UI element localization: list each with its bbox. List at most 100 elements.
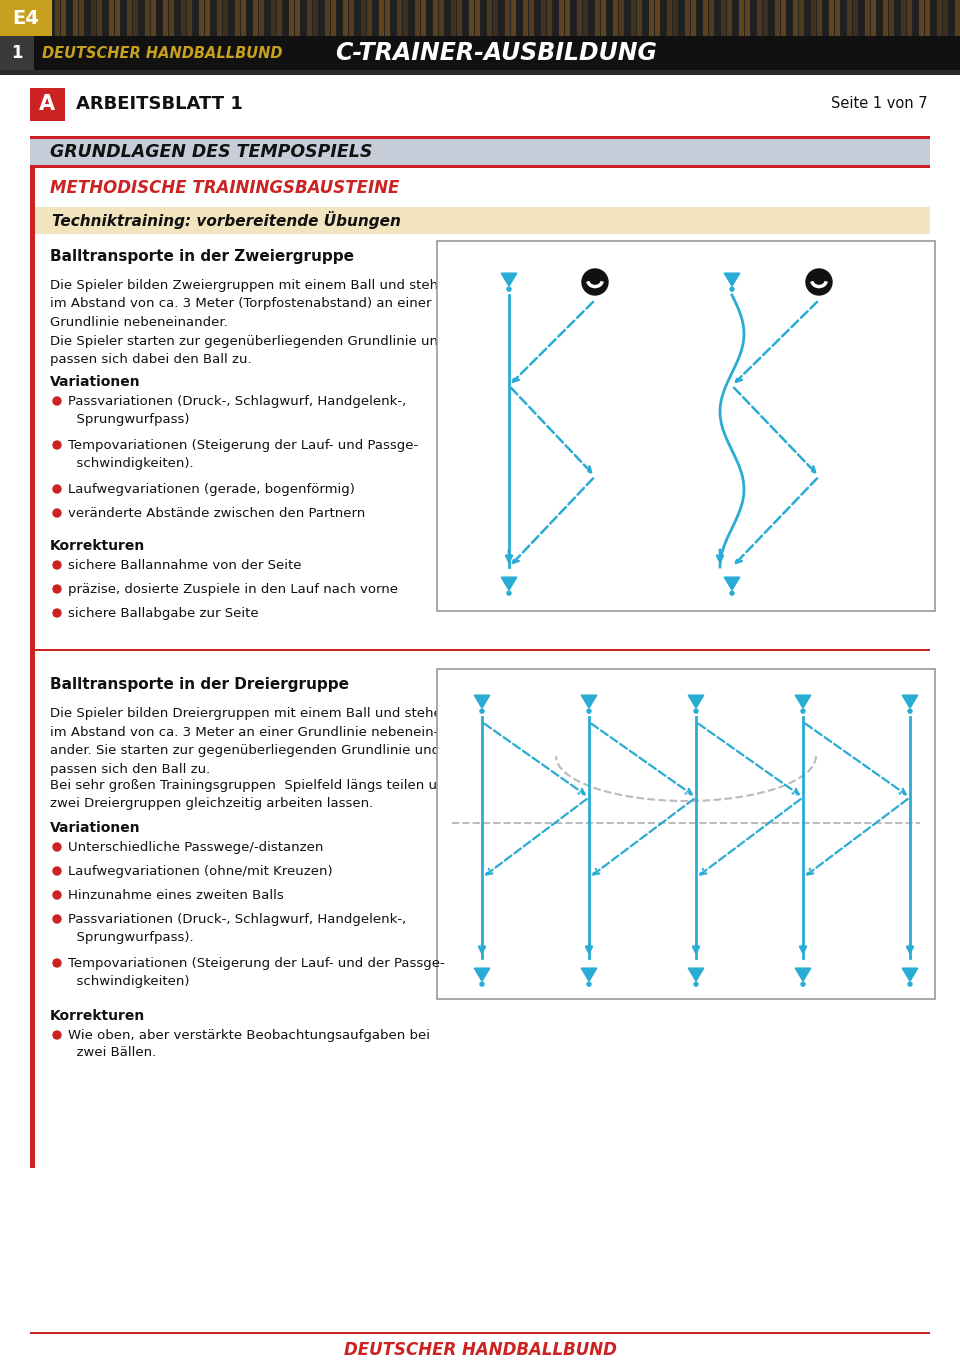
Bar [229, 0, 234, 36]
Bar [637, 0, 642, 36]
Bar [373, 0, 378, 36]
Text: ARBEITSBLATT 1: ARBEITSBLATT 1 [76, 94, 243, 114]
Bar [847, 0, 852, 36]
Text: METHODISCHE TRAININGSBAUSTEINE: METHODISCHE TRAININGSBAUSTEINE [50, 179, 399, 197]
Circle shape [507, 591, 511, 595]
Bar [691, 0, 696, 36]
Bar [91, 0, 96, 36]
Bar [697, 0, 702, 36]
Bar [121, 0, 126, 36]
Bar [35, 207, 930, 234]
Bar [223, 0, 228, 36]
Bar [853, 0, 858, 36]
Bar [30, 88, 65, 120]
Text: 1: 1 [12, 44, 23, 62]
Bar [823, 0, 828, 36]
Bar [307, 0, 312, 36]
Bar [835, 0, 840, 36]
Circle shape [53, 486, 61, 492]
Bar [751, 0, 756, 36]
Bar [103, 0, 108, 36]
Bar [757, 0, 762, 36]
Bar [865, 0, 870, 36]
Bar [739, 0, 744, 36]
Bar [331, 0, 336, 36]
Bar [30, 1332, 930, 1334]
Bar [907, 0, 912, 36]
Bar [379, 0, 384, 36]
Text: Laufwegvariationen (gerade, bogenförmig): Laufwegvariationen (gerade, bogenförmig) [68, 483, 355, 497]
Bar [85, 0, 90, 36]
Polygon shape [501, 274, 516, 286]
Text: Balltransporte in der Zweiergruppe: Balltransporte in der Zweiergruppe [50, 249, 354, 264]
Circle shape [53, 867, 61, 876]
Polygon shape [724, 577, 740, 590]
Polygon shape [501, 577, 516, 590]
Bar [415, 0, 420, 36]
Bar [437, 241, 935, 611]
Bar [709, 0, 714, 36]
Polygon shape [474, 969, 490, 981]
Bar [271, 0, 276, 36]
Bar [685, 0, 690, 36]
Bar [205, 0, 210, 36]
Bar [193, 0, 198, 36]
Bar [949, 0, 954, 36]
Text: Techniktraining: vorbereitende Übungen: Techniktraining: vorbereitende Übungen [52, 211, 401, 228]
Text: Passvariationen (Druck-, Schlagwurf, Handgelenk-,
  Sprungwurfpass).: Passvariationen (Druck-, Schlagwurf, Han… [68, 912, 406, 944]
Bar [30, 135, 930, 168]
Bar [661, 0, 666, 36]
Bar [145, 0, 150, 36]
Bar [55, 0, 60, 36]
Bar [805, 0, 810, 36]
Bar [30, 166, 930, 168]
Bar [469, 0, 474, 36]
Text: GRUNDLAGEN DES TEMPOSPIELS: GRUNDLAGEN DES TEMPOSPIELS [50, 144, 372, 161]
Circle shape [53, 1031, 61, 1040]
Bar [253, 0, 258, 36]
Bar [259, 0, 264, 36]
Bar [607, 0, 612, 36]
Bar [343, 0, 348, 36]
Bar [445, 0, 450, 36]
Bar [613, 0, 618, 36]
Bar [511, 0, 516, 36]
Bar [265, 0, 270, 36]
Bar [877, 0, 882, 36]
Bar [793, 0, 798, 36]
Bar [169, 0, 174, 36]
Circle shape [480, 709, 484, 713]
Bar [0, 36, 960, 70]
Bar [817, 0, 822, 36]
Bar [931, 0, 936, 36]
Text: Variationen: Variationen [50, 375, 140, 389]
Bar [30, 135, 930, 140]
Bar [775, 0, 780, 36]
Circle shape [53, 843, 61, 851]
Text: DEUTSCHER HANDBALLBUND: DEUTSCHER HANDBALLBUND [42, 45, 282, 60]
Circle shape [587, 982, 591, 986]
Circle shape [507, 287, 511, 291]
Bar [385, 0, 390, 36]
Bar [901, 0, 906, 36]
Text: veränderte Abstände zwischen den Partnern: veränderte Abstände zwischen den Partner… [68, 508, 365, 520]
Bar [721, 0, 726, 36]
Bar [631, 0, 636, 36]
Bar [30, 648, 930, 651]
Text: E4: E4 [12, 8, 39, 27]
Text: Seite 1 von 7: Seite 1 von 7 [831, 97, 928, 112]
Bar [295, 0, 300, 36]
Bar [0, 0, 52, 36]
Bar [367, 0, 372, 36]
Circle shape [730, 591, 734, 595]
Circle shape [53, 609, 61, 617]
Bar [679, 0, 684, 36]
Circle shape [694, 709, 698, 713]
Bar [673, 0, 678, 36]
Bar [499, 0, 504, 36]
Bar [475, 0, 480, 36]
Bar [433, 0, 438, 36]
Bar [427, 0, 432, 36]
Text: Die Spieler bilden Dreiergruppen mit einem Ball und stehen
im Abstand von ca. 3 : Die Spieler bilden Dreiergruppen mit ein… [50, 707, 450, 776]
Bar [325, 0, 330, 36]
